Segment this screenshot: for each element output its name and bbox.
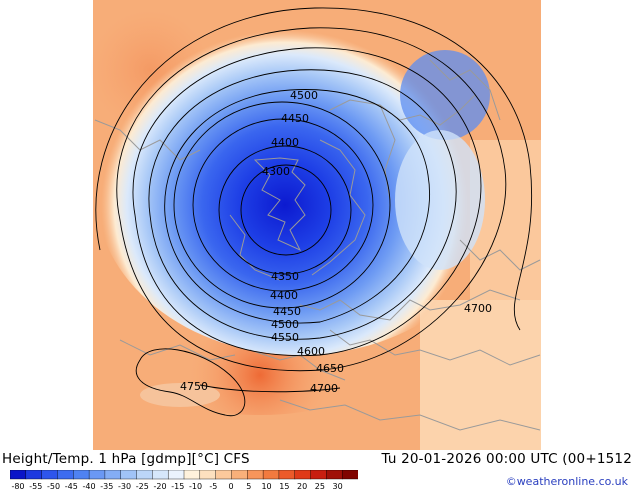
cold-lobe-northeast — [400, 50, 490, 140]
colorbar-ticks: -80 -55 -50 -45 -40 -35 -30 -25 -20 -15 -10 -5 0 5 10 1… — [11, 482, 342, 490]
temperature-colorbar: -80 -55 -50 -45 -40 -35 -30 -25 -20 -15 -10 -5 0 5 10 1… — [10, 470, 358, 490]
colorbar-swatch — [262, 470, 280, 480]
map-title: Height/Temp. 1 hPa [gdmp][°C] CFS — [2, 451, 250, 467]
colorbar-swatches — [10, 470, 358, 480]
colorbar-tick-label: -55 — [29, 482, 42, 490]
cold-lobe-east — [395, 130, 485, 270]
colorbar-tick-label: -30 — [118, 482, 131, 490]
colorbar-tick-label: -50 — [47, 482, 60, 490]
label-4550: 4550 — [271, 331, 299, 344]
colorbar-swatch — [199, 470, 217, 480]
colorbar-swatch — [341, 470, 358, 480]
colorbar-tick-label: 0 — [229, 482, 234, 490]
height-contours — [95, 7, 532, 417]
colorbar-tick-label: -5 — [209, 482, 217, 490]
colorbar-tick-label: -15 — [171, 482, 184, 490]
contour-4500 — [164, 89, 430, 324]
map-background-southeast — [420, 300, 541, 450]
contour-4350 — [218, 145, 352, 275]
colorbar-tick-label: -80 — [11, 482, 24, 490]
colorbar-tick-label: 5 — [246, 482, 251, 490]
map-footer: Height/Temp. 1 hPa [gdmp][°C] CFS Tu 20-… — [0, 450, 634, 490]
label-4400-south: 4400 — [270, 289, 298, 302]
colorbar-swatch — [326, 470, 343, 480]
colorbar-tick-label: -25 — [136, 482, 149, 490]
colorbar-swatch — [41, 470, 58, 480]
label-4750: 4750 — [180, 380, 208, 393]
contour-4400 — [192, 118, 374, 292]
label-4500-north: 4500 — [290, 89, 318, 102]
label-4450-south: 4450 — [273, 305, 301, 318]
contour-labels: 4350 4400 4400 4450 4450 4500 4500 4550 … — [180, 89, 492, 395]
colorbar-tick-label: 15 — [279, 482, 289, 490]
valid-time: Tu 20-01-2026 00:00 UTC (00+1512 — [381, 451, 632, 467]
colorbar-swatch — [183, 470, 201, 480]
contour-4550 — [148, 69, 457, 340]
credit-link[interactable]: ©weatheronline.co.uk — [505, 475, 628, 488]
contour-4600 — [132, 47, 482, 357]
colorbar-swatch — [247, 470, 264, 480]
colorbar-tick-label: -35 — [100, 482, 113, 490]
colorbar-swatch — [73, 470, 90, 480]
label-4600: 4600 — [297, 345, 325, 358]
label-4700-east: 4700 — [464, 302, 492, 315]
stratosphere-height-map: 4350 4400 4400 4450 4450 4500 4500 4550 … — [80, 0, 541, 450]
label-4700-south: 4700 — [310, 382, 338, 395]
colorbar-swatch — [88, 470, 106, 480]
contour-4700 — [95, 7, 532, 393]
label-4400-north: 4400 — [271, 136, 299, 149]
colorbar-swatch — [136, 470, 153, 480]
colorbar-swatch — [294, 470, 312, 480]
colorbar-swatch — [278, 470, 296, 480]
contour-4450 — [173, 101, 391, 309]
colorbar-tick-label: 10 — [261, 482, 271, 490]
colorbar-swatch — [152, 470, 169, 480]
colorbar-swatch — [10, 470, 27, 480]
contour-4750 — [135, 348, 246, 417]
colorbar-tick-label: 30 — [332, 482, 342, 490]
contour-4650 — [116, 27, 507, 372]
contour-4300 — [240, 164, 332, 256]
colorbar-swatch — [120, 470, 138, 480]
colorbar-swatch — [167, 470, 185, 480]
label-4450-north: 4450 — [281, 112, 309, 125]
colorbar-swatch — [57, 470, 74, 480]
label-4300: 4300 — [262, 165, 290, 178]
colorbar-tick-label: 20 — [297, 482, 307, 490]
label-4500-south: 4500 — [271, 318, 299, 331]
colorbar-tick-label: -10 — [189, 482, 202, 490]
colorbar-tick-label: -20 — [154, 482, 167, 490]
label-4650: 4650 — [316, 362, 344, 375]
colorbar-swatch — [310, 470, 327, 480]
colorbar-swatch — [25, 470, 43, 480]
colorbar-swatch — [215, 470, 232, 480]
colorbar-tick-label: 25 — [315, 482, 325, 490]
colorbar-swatch — [231, 470, 248, 480]
colorbar-tick-label: -40 — [82, 482, 95, 490]
label-4350: 4350 — [271, 270, 299, 283]
colorbar-tick-label: -45 — [65, 482, 78, 490]
colorbar-swatch — [104, 470, 122, 480]
